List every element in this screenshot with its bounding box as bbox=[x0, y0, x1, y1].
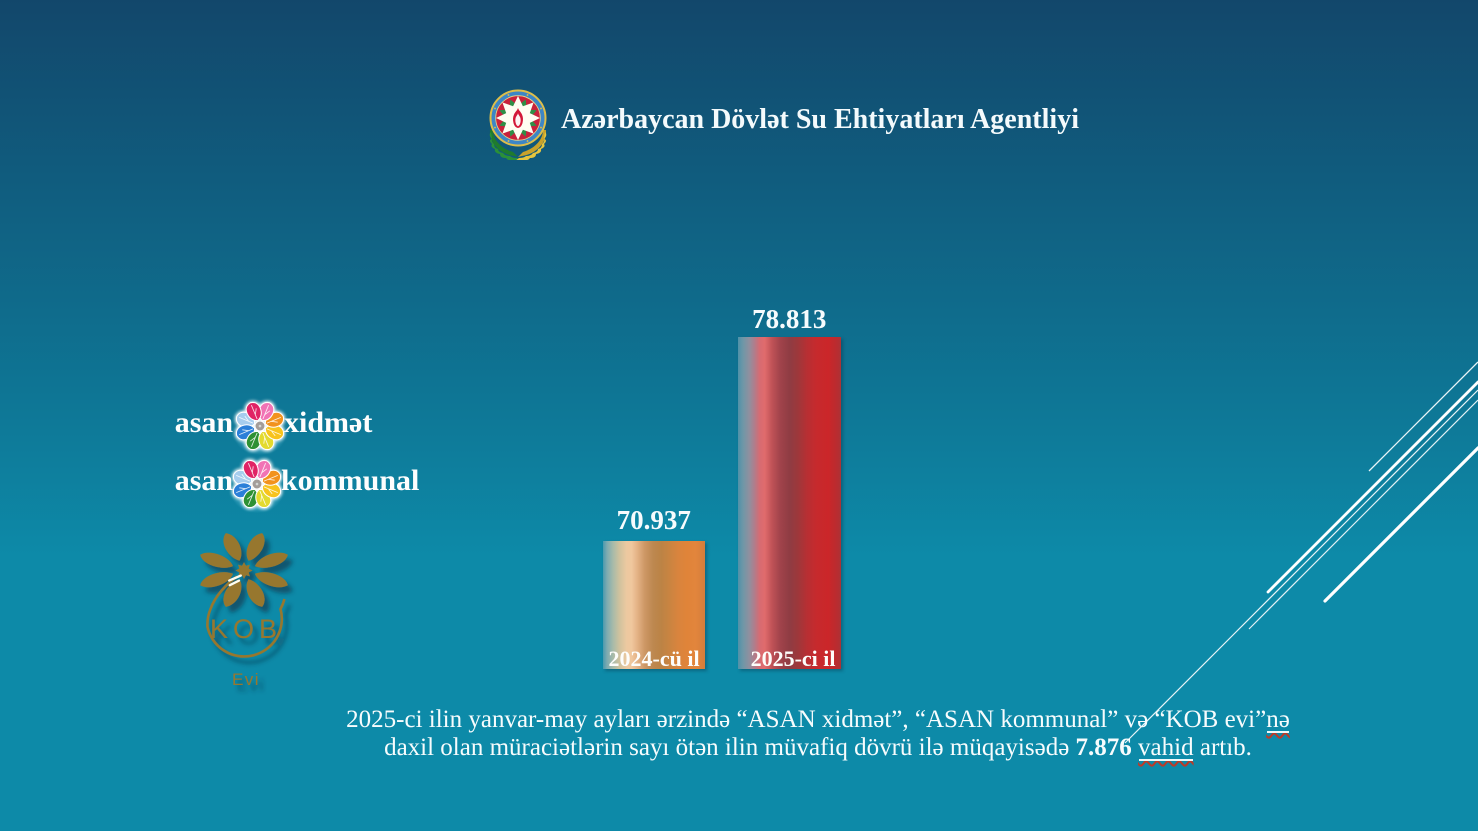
svg-text:Evi: Evi bbox=[232, 670, 260, 689]
svg-text:KOB: KOB bbox=[210, 614, 282, 644]
